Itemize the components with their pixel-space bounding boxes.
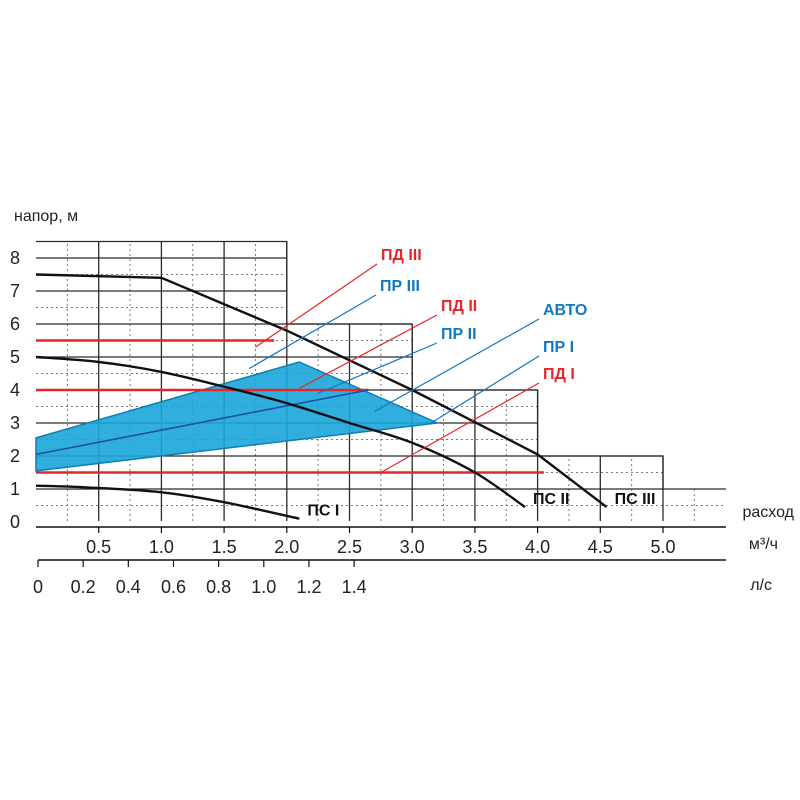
legend-leader-line bbox=[430, 355, 540, 424]
curve-label: ПС II bbox=[533, 491, 569, 508]
x-tick-label: 4.0 bbox=[525, 537, 550, 557]
curve-label: ПС I bbox=[307, 503, 339, 520]
legend-label: ПР I bbox=[543, 339, 574, 356]
legend-label: ПР III bbox=[380, 278, 420, 295]
legend-leader-line bbox=[255, 263, 378, 348]
x-tick-label: 2.5 bbox=[337, 537, 362, 557]
secondary-tick-label: 1.4 bbox=[342, 577, 367, 597]
x-tick-label: 3.0 bbox=[400, 537, 425, 557]
secondary-tick-label: 0.4 bbox=[116, 577, 141, 597]
legend-label: ПД II bbox=[441, 298, 477, 315]
x-tick-label: 1.0 bbox=[149, 537, 174, 557]
legend-leader-line bbox=[380, 382, 540, 474]
secondary-tick-label: 1.2 bbox=[296, 577, 321, 597]
legend-leader-line bbox=[248, 294, 377, 370]
proportional-pressure-line bbox=[35, 389, 369, 456]
y-axis-title: напор, м bbox=[14, 208, 78, 225]
secondary-tick-label: 0.2 bbox=[71, 577, 96, 597]
pump-curves-layer bbox=[35, 273, 608, 520]
y-tick-label: 0 bbox=[10, 512, 20, 532]
y-tick-label: 1 bbox=[10, 479, 20, 499]
legend-leader-line bbox=[374, 318, 540, 412]
secondary-tick-label: 0.8 bbox=[206, 577, 231, 597]
proportional-line-layer bbox=[35, 389, 369, 456]
major-grid bbox=[36, 240, 726, 521]
legend-label: ПД I bbox=[543, 366, 575, 383]
legend-leader-line bbox=[317, 342, 438, 394]
legend-label: ПР II bbox=[441, 326, 477, 343]
y-tick-label: 4 bbox=[10, 380, 20, 400]
x-tick-label: 2.0 bbox=[274, 537, 299, 557]
legend-label: ПД III bbox=[381, 247, 422, 264]
secondary-tick-label: 1.0 bbox=[251, 577, 276, 597]
constant-pressure-layer bbox=[36, 339, 544, 474]
axes-layer: 0 1 2 3 4 5 6 7 8 напор, м 0.5 1.0 1.5 2.0 2.5 3.0 3.5 4.… bbox=[10, 208, 795, 597]
pump-curve-line bbox=[35, 273, 608, 509]
pump-curve-line bbox=[35, 355, 526, 509]
y-tick-label: 5 bbox=[10, 347, 20, 367]
legend-layer: ПД III ПР III ПД II АВТО ПР II ПР I ПД I bbox=[248, 247, 587, 474]
x-tick-label: 4.5 bbox=[588, 537, 613, 557]
x-axis-unit-secondary: л/с bbox=[750, 577, 772, 594]
x-tick-label: 3.5 bbox=[462, 537, 487, 557]
pump-curve-line bbox=[35, 484, 300, 520]
y-tick-label: 7 bbox=[10, 281, 20, 301]
labels-layer: ПС I ПС II ПС III bbox=[307, 491, 655, 520]
y-tick-label: 8 bbox=[10, 248, 20, 268]
x-axis-unit-primary: м³/ч bbox=[749, 536, 778, 553]
secondary-tick-label: 0 bbox=[33, 577, 43, 597]
x-tick-label: 5.0 bbox=[650, 537, 675, 557]
y-tick-label: 2 bbox=[10, 446, 20, 466]
secondary-tick-label: 0.6 bbox=[161, 577, 186, 597]
x-tick-label: 1.5 bbox=[212, 537, 237, 557]
y-tick-label: 6 bbox=[10, 314, 20, 334]
curve-label: ПС III bbox=[615, 491, 656, 508]
operating-zone-polygon bbox=[35, 361, 441, 472]
legend-leader-line bbox=[299, 314, 438, 389]
operating-zone-layer bbox=[35, 361, 441, 472]
legend-label: АВТО bbox=[543, 302, 587, 319]
x-axis-title: расход bbox=[743, 504, 795, 521]
x-tick-label: 0.5 bbox=[86, 537, 111, 557]
y-tick-label: 3 bbox=[10, 413, 20, 433]
